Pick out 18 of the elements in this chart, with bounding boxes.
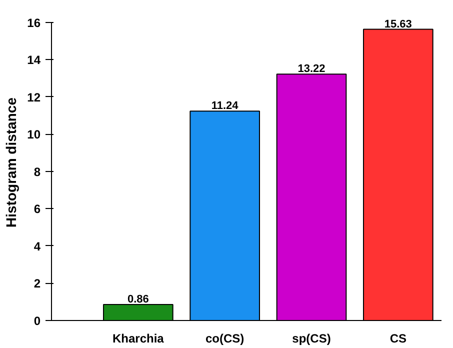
x-tick-label: co(CS)	[206, 332, 244, 346]
y-tick-label: 14	[27, 53, 41, 68]
x-tick-label: Kharchia	[112, 332, 164, 346]
data-label: 13.22	[298, 63, 326, 76]
y-tick-label: 16	[27, 16, 41, 30]
x-tick-label: sp(CS)	[292, 332, 331, 346]
x-tick-label: CS	[390, 332, 407, 346]
y-tick-label: 6	[34, 202, 41, 216]
y-tick-label: 2	[34, 276, 41, 291]
y-tick-label: 10	[27, 128, 41, 142]
data-label: 11.24	[211, 100, 240, 112]
y-axis-title: Histogram distance	[3, 97, 20, 228]
y-tick-label: 0	[34, 314, 41, 328]
y-tick-label: 12	[27, 90, 41, 104]
data-label: 15.63	[384, 18, 412, 30]
y-tick-label: 8	[34, 164, 41, 179]
y-tick-label: 4	[34, 239, 41, 254]
data-label: 0.86	[127, 293, 149, 306]
